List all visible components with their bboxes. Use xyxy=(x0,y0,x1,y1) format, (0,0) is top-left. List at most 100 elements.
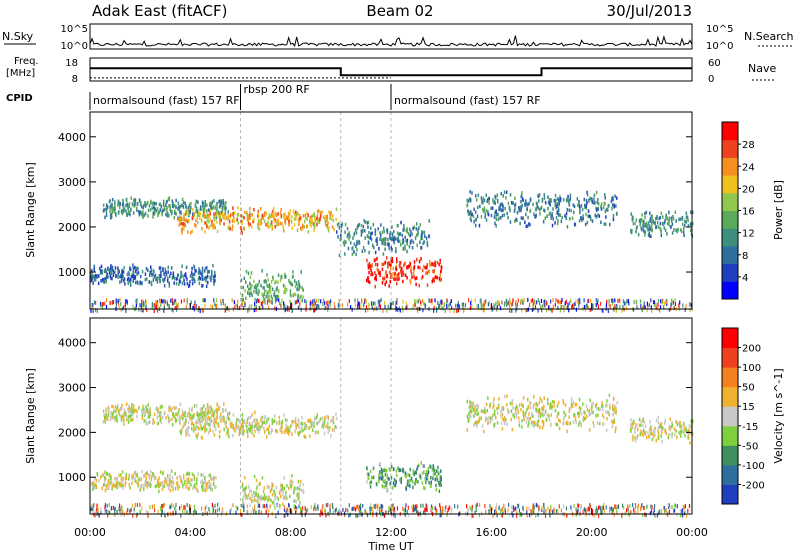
nave-label: Nave xyxy=(748,62,776,75)
near-range-cell xyxy=(174,506,176,511)
data-cell xyxy=(253,474,256,479)
data-cell xyxy=(170,271,172,276)
data-cell xyxy=(202,201,205,206)
data-cell xyxy=(116,419,118,423)
data-cell xyxy=(158,489,160,494)
near-range-cell xyxy=(379,508,381,513)
data-cell xyxy=(352,236,354,240)
near-range-cell xyxy=(637,509,639,514)
data-cell xyxy=(588,413,590,417)
near-range-cell xyxy=(466,504,468,509)
data-cell xyxy=(142,407,144,412)
data-cell xyxy=(158,266,161,270)
data-cell xyxy=(481,198,483,203)
data-cell xyxy=(242,498,244,502)
near-range-cell xyxy=(241,513,243,517)
data-cell xyxy=(197,432,199,437)
data-cell xyxy=(431,279,433,284)
data-cell xyxy=(634,221,636,226)
near-range-cell xyxy=(422,503,424,508)
data-cell xyxy=(94,273,97,278)
data-cell xyxy=(181,412,184,417)
near-range-cell xyxy=(145,509,147,514)
near-range-cell xyxy=(509,297,511,302)
data-cell xyxy=(500,202,502,207)
data-cell xyxy=(271,418,273,422)
data-cell xyxy=(615,204,617,208)
data-cell xyxy=(521,419,523,423)
near-range-cell xyxy=(116,510,118,514)
near-range-cell xyxy=(686,513,688,518)
data-cell xyxy=(578,219,581,223)
near-range-cell xyxy=(405,503,407,508)
data-cell xyxy=(336,223,339,227)
data-cell xyxy=(142,213,144,217)
data-cell xyxy=(99,271,102,275)
data-cell xyxy=(183,278,185,282)
data-cell xyxy=(131,403,133,407)
data-cell xyxy=(190,271,193,275)
data-cell xyxy=(295,500,298,504)
data-cell xyxy=(153,212,155,216)
near-range-cell xyxy=(324,509,326,514)
data-cell xyxy=(208,214,210,218)
near-range-cell xyxy=(562,305,564,309)
data-cell xyxy=(149,412,151,416)
data-cell xyxy=(528,412,530,416)
data-cell xyxy=(152,202,154,206)
data-cell xyxy=(245,423,247,427)
data-cell xyxy=(278,415,281,420)
near-range-cell xyxy=(431,504,433,509)
data-cell xyxy=(403,227,405,231)
data-cell xyxy=(351,247,353,251)
data-cell xyxy=(203,208,205,212)
data-cell xyxy=(524,202,526,206)
data-cell xyxy=(131,476,134,481)
data-cell xyxy=(644,211,646,216)
near-range-cell xyxy=(537,298,539,303)
data-cell xyxy=(485,193,487,197)
near-range-cell xyxy=(146,308,148,313)
data-cell xyxy=(400,480,402,484)
data-cell xyxy=(603,222,606,226)
data-cell xyxy=(121,268,123,273)
data-cell xyxy=(440,469,442,473)
near-range-cell xyxy=(159,299,161,304)
near-range-cell xyxy=(113,506,115,510)
data-cell xyxy=(476,198,478,202)
data-cell xyxy=(378,480,380,484)
data-cell xyxy=(615,410,617,415)
near-range-cell xyxy=(237,506,239,511)
near-range-cell xyxy=(169,505,171,510)
data-cell xyxy=(190,422,193,426)
near-range-cell xyxy=(241,302,243,307)
data-cell xyxy=(516,218,518,222)
data-cell xyxy=(219,215,222,220)
data-cell xyxy=(187,205,190,210)
data-cell xyxy=(595,414,597,418)
near-range-cell xyxy=(653,303,655,307)
data-cell xyxy=(160,416,162,420)
data-cell xyxy=(294,420,297,424)
data-cell xyxy=(114,416,116,420)
data-cell xyxy=(155,209,157,213)
data-cell xyxy=(127,410,130,414)
near-range-cell xyxy=(135,299,137,304)
data-cell xyxy=(414,236,417,240)
data-cell xyxy=(180,478,182,483)
data-cell xyxy=(582,402,584,406)
data-cell xyxy=(433,270,435,274)
near-range-cell xyxy=(552,509,554,514)
near-range-cell xyxy=(425,507,427,512)
data-cell xyxy=(168,281,170,286)
near-range-cell xyxy=(174,300,176,305)
data-cell xyxy=(241,298,244,302)
data-cell xyxy=(250,489,253,493)
near-range-cell xyxy=(141,299,143,304)
data-cell xyxy=(255,493,257,497)
data-cell xyxy=(388,243,390,247)
data-cell xyxy=(421,234,423,238)
data-cell xyxy=(188,284,190,288)
data-cell xyxy=(119,275,121,279)
data-cell xyxy=(402,279,404,284)
